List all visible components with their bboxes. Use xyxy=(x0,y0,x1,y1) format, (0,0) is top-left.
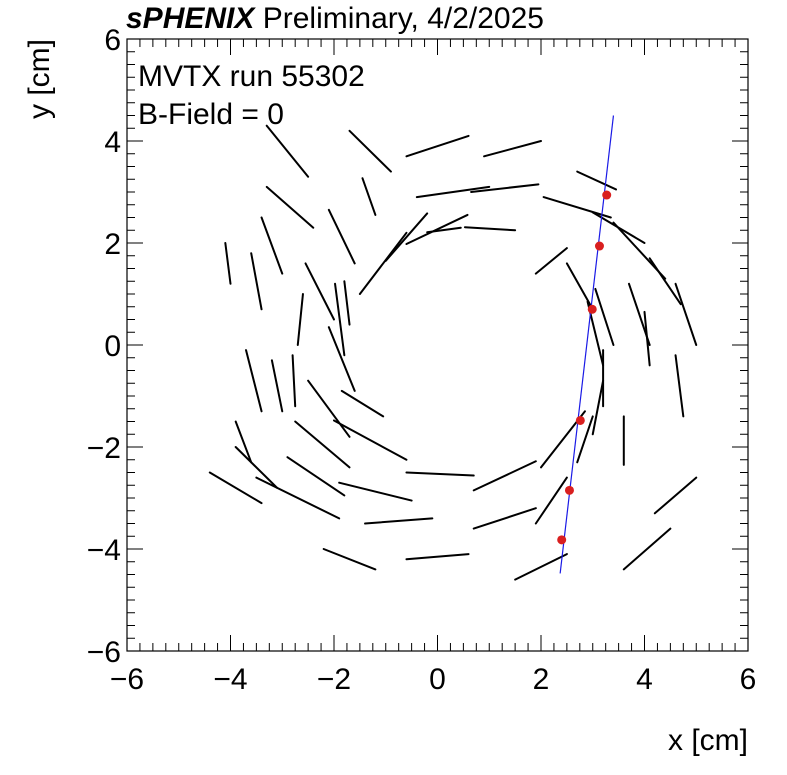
stave xyxy=(338,481,413,502)
stave xyxy=(234,420,253,464)
stave xyxy=(674,282,698,346)
stave xyxy=(594,287,615,346)
stave xyxy=(470,183,540,193)
track-hits xyxy=(557,190,612,545)
y-tick-label: −4 xyxy=(87,534,121,567)
stave xyxy=(364,517,434,525)
stave xyxy=(612,221,667,280)
x-tick-label: 2 xyxy=(533,663,550,696)
hit-point xyxy=(587,304,597,314)
stave xyxy=(322,548,377,571)
stave xyxy=(260,216,284,275)
y-tick-label: 2 xyxy=(104,228,121,261)
detector-staves xyxy=(208,124,698,581)
y-tick-label: −2 xyxy=(87,432,121,465)
stave xyxy=(358,231,408,295)
stave xyxy=(514,553,568,581)
stave xyxy=(405,213,469,246)
x-tick-label: 6 xyxy=(740,663,757,696)
x-tick-label: −2 xyxy=(317,663,351,696)
hit-point xyxy=(602,190,612,200)
stave xyxy=(653,476,698,515)
header-rest: Preliminary, 4/2/2025 xyxy=(254,2,544,35)
stave xyxy=(224,242,232,285)
stave xyxy=(294,420,351,469)
stave xyxy=(245,349,263,413)
stave xyxy=(334,282,346,357)
stave xyxy=(534,247,568,275)
stave xyxy=(327,208,356,265)
stave xyxy=(472,507,537,530)
stave xyxy=(405,471,475,477)
stave xyxy=(463,226,517,232)
stave xyxy=(542,196,612,219)
stave xyxy=(296,293,304,346)
annotation-field: B-Field = 0 xyxy=(138,98,284,131)
x-tick-label: 4 xyxy=(636,663,653,696)
stave xyxy=(643,310,651,367)
stave xyxy=(208,471,263,505)
y-tick-label: 6 xyxy=(104,24,121,57)
stave xyxy=(576,170,618,191)
stave xyxy=(674,354,685,418)
stave xyxy=(648,257,682,306)
stave xyxy=(333,419,408,461)
y-axis-label: y [cm] xyxy=(23,39,56,119)
y-tick-label: 4 xyxy=(104,126,121,159)
hit-point xyxy=(564,485,574,495)
stave xyxy=(591,379,605,436)
stave xyxy=(534,476,568,525)
track-fit xyxy=(559,115,615,574)
stave xyxy=(405,134,470,158)
stave xyxy=(576,415,594,464)
stave xyxy=(565,262,594,311)
stave xyxy=(265,185,315,229)
stave xyxy=(234,446,279,489)
hit-point xyxy=(557,535,567,545)
stave xyxy=(307,379,351,438)
fit-line xyxy=(559,115,615,574)
axis-ticks xyxy=(126,38,749,652)
x-tick-label: 0 xyxy=(429,663,446,696)
stave xyxy=(384,212,429,262)
y-tick-label: 0 xyxy=(104,330,121,363)
stave xyxy=(415,185,491,199)
stave xyxy=(286,456,346,497)
x-axis-label: x [cm] xyxy=(668,724,748,757)
stave xyxy=(291,354,297,408)
hit-point xyxy=(594,241,604,251)
stave xyxy=(343,280,351,326)
stave xyxy=(255,476,341,520)
header-brand: sPHENIX xyxy=(126,2,256,35)
axis-tick-labels: −6 −4 −2 0 2 4 6 −6 −4 −2 0 2 4 6 xyxy=(87,24,757,696)
stave xyxy=(270,359,284,413)
annotation-run: MVTX run 55302 xyxy=(138,60,365,93)
header-title: sPHENIX Preliminary, 4/2/2025 xyxy=(126,2,544,35)
stave xyxy=(405,553,470,561)
stave xyxy=(361,177,377,216)
stave xyxy=(304,262,335,321)
stave xyxy=(327,326,356,392)
x-tick-label: −6 xyxy=(110,663,144,696)
stave xyxy=(622,527,672,571)
stave xyxy=(483,140,542,158)
stave xyxy=(265,124,310,178)
x-tick-label: −4 xyxy=(213,663,247,696)
stave xyxy=(472,460,537,492)
stave xyxy=(250,252,263,311)
hit-point xyxy=(575,415,585,425)
stave xyxy=(348,129,392,173)
stave xyxy=(340,389,385,418)
y-tick-label: −6 xyxy=(87,636,121,669)
